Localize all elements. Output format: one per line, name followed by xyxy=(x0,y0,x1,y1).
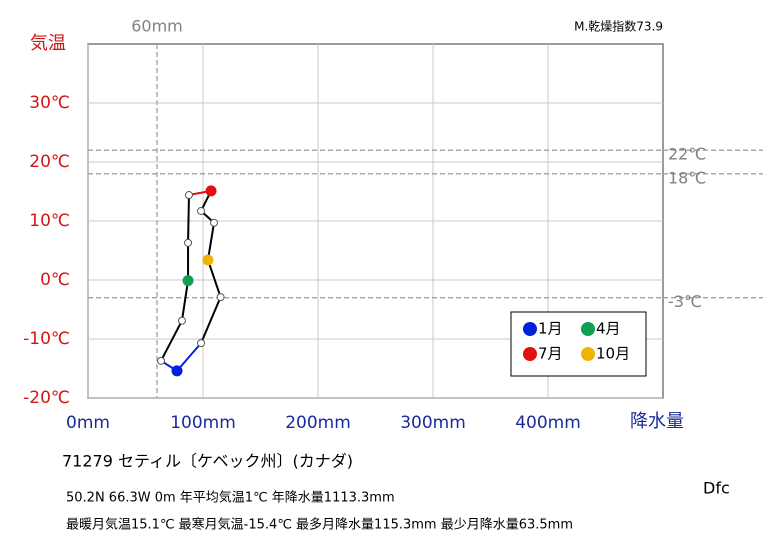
legend xyxy=(510,311,647,377)
month-point xyxy=(197,339,206,348)
x-tick-label: 0mm xyxy=(66,413,110,433)
climate-line xyxy=(160,320,183,362)
x-axis-label: 降水量 xyxy=(630,411,684,432)
y-tick-label: 10℃ xyxy=(29,211,70,231)
climate-line xyxy=(187,195,190,243)
station-name: 71279 セティル〔ケベック州〕(カナダ) xyxy=(62,452,353,471)
reference-label: -3℃ xyxy=(668,292,702,311)
legend-label: 4月 xyxy=(596,320,621,338)
month-point xyxy=(184,191,193,200)
station-info: 50.2N 66.3W 0m 年平均気温1℃ 年降水量1113.3mm xyxy=(66,490,395,506)
y-tick-label: 0℃ xyxy=(40,270,70,290)
climate-line xyxy=(180,280,190,321)
month-point xyxy=(197,206,206,215)
x-tick-label: 100mm xyxy=(170,413,236,433)
reference-label: 60mm xyxy=(131,17,183,36)
legend-marker xyxy=(581,322,595,336)
climate-line xyxy=(206,259,222,298)
y-tick-label: 30℃ xyxy=(29,93,70,113)
legend-marker xyxy=(581,347,595,361)
month-point xyxy=(177,316,186,325)
x-tick-label: 200mm xyxy=(285,413,351,433)
climate-line xyxy=(200,296,222,344)
y-axis-label: 気温 xyxy=(30,33,66,54)
legend-marker xyxy=(523,347,537,361)
y-tick-label: -20℃ xyxy=(23,388,70,408)
month-point xyxy=(202,254,214,266)
y-tick-label: -10℃ xyxy=(23,329,70,349)
x-tick-label: 400mm xyxy=(515,413,581,433)
month-point xyxy=(184,238,193,247)
dryness-index: M.乾燥指数73.9 xyxy=(574,19,663,34)
x-tick-label: 300mm xyxy=(400,413,466,433)
month-point xyxy=(210,218,219,227)
month-point xyxy=(157,356,166,365)
reference-label: 18℃ xyxy=(668,168,706,187)
legend-label: 7月 xyxy=(538,345,563,363)
climate-class: Dfc xyxy=(703,479,730,498)
station-info: 最暖月気温15.1℃ 最寒月気温-15.4℃ 最多月降水量115.3mm 最少月… xyxy=(66,517,573,533)
climate-line xyxy=(176,342,202,372)
y-tick-label: 20℃ xyxy=(29,152,70,172)
legend-marker xyxy=(523,322,537,336)
legend-label: 1月 xyxy=(538,320,563,338)
reference-label: 22℃ xyxy=(668,145,706,164)
month-point xyxy=(171,365,183,377)
month-point xyxy=(216,293,225,302)
legend-label: 10月 xyxy=(596,345,630,363)
climate-line xyxy=(206,222,216,261)
month-point xyxy=(182,275,194,287)
month-point xyxy=(205,185,217,197)
